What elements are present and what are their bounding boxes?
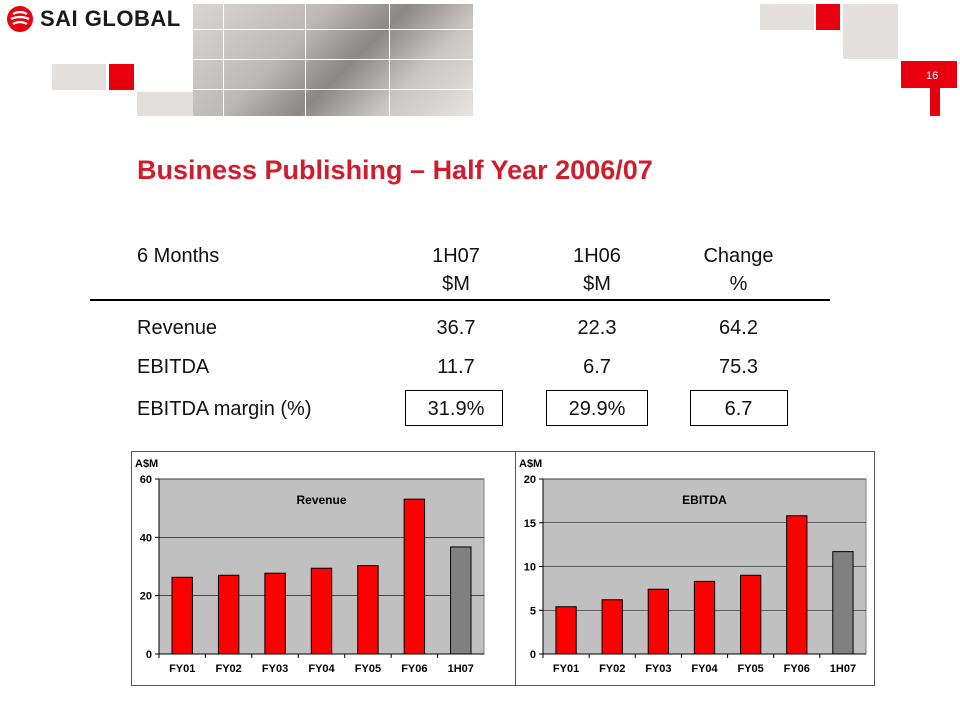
logo-mark-icon (7, 6, 33, 32)
revenue-unit-label: A$M (135, 458, 158, 470)
table-header-1h06: 1H06 (573, 245, 621, 267)
table-divider (90, 299, 830, 301)
gray-block (137, 92, 193, 116)
revenue-bar-fy05 (357, 565, 379, 655)
revenue-x-tick-label: FY03 (262, 663, 288, 675)
highlight-box (405, 390, 503, 426)
revenue-x-tick-label: FY02 (215, 663, 241, 675)
collage-tile (389, 4, 390, 116)
ebitda-chart: 0 5 10 15 20 FY01 FY02 FY03 FY04 FY05 FY06 1H07 A$M E… (515, 451, 875, 686)
collage-tile (223, 4, 224, 116)
sai-global-logo: SAI GLOBAL (4, 2, 194, 32)
revenue-x-tick-label: FY05 (355, 663, 381, 675)
ebitda-y-tick-label: 10 (524, 562, 536, 574)
revenue-x-tick-label: 1H07 (448, 663, 474, 675)
ebitda-x-tick-label: 1H07 (830, 663, 856, 675)
ebitda-bar-fy04 (693, 580, 716, 655)
revenue-bar-fy01 (171, 576, 193, 655)
ebitda-x-tick-label: FY05 (737, 663, 763, 675)
revenue-bar-1h07 (450, 546, 472, 655)
revenue-x-tick-label: FY06 (401, 663, 427, 675)
ebitda-x-tick-label: FY02 (599, 663, 625, 675)
ebitda-x-tick-label: FY04 (691, 663, 718, 675)
gray-block (52, 64, 106, 90)
ebitda-y-tick-label: 15 (524, 518, 536, 530)
ebitda-unit-label: A$M (519, 458, 542, 470)
table-header-1h07: 1H07 (432, 245, 480, 267)
revenue-chart-svg: 0 20 40 60 FY01 FY02 FY03 FY04 FY05 FY06 1H07 A$M Re… (135, 458, 485, 675)
ebitda-chart-title: EBITDA (682, 493, 727, 507)
revenue-bar-fy03 (264, 572, 286, 655)
collage-tile (193, 89, 473, 90)
ebitda-bar-fy06 (786, 515, 808, 655)
ebitda-bar-fy02 (601, 599, 623, 655)
red-block (901, 61, 957, 88)
table-row-label: Revenue (137, 317, 218, 339)
red-block (109, 64, 134, 90)
header-photo-collage (193, 4, 473, 116)
red-block (930, 88, 940, 116)
table-unit-change: % (729, 273, 748, 295)
highlight-box (690, 390, 788, 426)
table-header-change: Change (703, 245, 774, 267)
ebitda-y-tick-label: 20 (524, 474, 536, 486)
table-cell: 75.3 (719, 356, 758, 378)
ebitda-x-tick-label: FY03 (645, 663, 671, 675)
highlight-box (546, 390, 648, 426)
ebitda-bar-fy03 (647, 588, 670, 655)
ebitda-y-tick-label: 5 (530, 605, 536, 617)
ebitda-y-tick-label: 0 (530, 649, 536, 661)
red-block (816, 4, 840, 30)
table-cell: 29.9% (568, 398, 626, 420)
table-cell: 22.3 (577, 317, 617, 339)
revenue-chart-title: Revenue (296, 493, 346, 507)
table-unit-1h06: $M (583, 273, 611, 295)
collage-tile (193, 29, 473, 30)
ebitda-bar-fy05 (739, 574, 762, 655)
revenue-y-tick-label: 40 (140, 532, 152, 544)
ebitda-bar-fy01 (555, 606, 577, 655)
gray-block (843, 4, 898, 59)
table-unit-1h07: $M (442, 273, 470, 295)
page-title: Business Publishing – Half Year 2006/07 (137, 155, 653, 185)
table-cell: 6.7 (583, 356, 611, 378)
ebitda-x-tick-label: FY06 (784, 663, 810, 675)
revenue-bar-fy02 (217, 574, 240, 655)
revenue-chart: 0 20 40 60 FY01 FY02 FY03 FY04 FY05 FY06 1H07 A$M Re… (131, 451, 573, 686)
gray-block (760, 4, 814, 30)
revenue-bar-fy04 (310, 567, 333, 655)
collage-tile (193, 59, 473, 60)
logo-text: SAI GLOBAL (40, 6, 181, 31)
revenue-y-tick-label: 20 (140, 591, 152, 603)
table-cell: 36.7 (436, 317, 476, 339)
ebitda-x-tick-label: FY01 (553, 663, 579, 675)
revenue-y-tick-label: 0 (146, 649, 152, 661)
ebitda-chart-svg: 0 5 10 15 20 FY01 FY02 FY03 FY04 FY05 FY06 1H07 A$M E… (519, 458, 867, 675)
collage-tile (305, 4, 306, 116)
page-number: 16 (926, 70, 939, 82)
table-cell: 31.9% (427, 398, 485, 420)
revenue-y-tick-label: 60 (140, 474, 152, 486)
table-row-label: EBITDA margin (%) (137, 398, 312, 420)
revenue-x-tick-label: FY01 (169, 663, 195, 675)
table-cell: 64.2 (719, 317, 758, 339)
table-row-label: EBITDA (137, 356, 210, 378)
revenue-x-tick-label: FY04 (308, 663, 335, 675)
table-cell: 6.7 (724, 398, 753, 420)
table-cell: 11.7 (437, 356, 475, 378)
ebitda-bar-1h07 (832, 551, 854, 655)
table-header-label: 6 Months (137, 245, 220, 267)
revenue-bar-fy06 (403, 498, 426, 655)
